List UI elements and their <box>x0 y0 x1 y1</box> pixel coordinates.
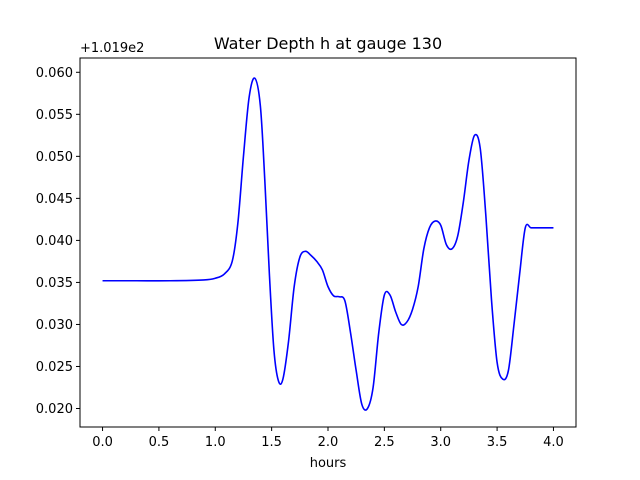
series-line <box>102 77 554 411</box>
y-tick-label: 0.060 <box>36 66 73 81</box>
x-tick-label: 0.0 <box>92 435 113 450</box>
x-tick-label: 3.5 <box>487 435 508 450</box>
y-tick-label: 0.025 <box>36 360 73 375</box>
y-tick-label: 0.045 <box>36 192 73 207</box>
x-tick-label: 1.0 <box>205 435 226 450</box>
y-tick-label: 0.035 <box>36 276 73 291</box>
plot-area <box>102 77 554 411</box>
chart-title: Water Depth h at gauge 130 <box>214 34 442 53</box>
x-tick-label: 2.0 <box>318 435 339 450</box>
axes-frame <box>79 57 577 428</box>
ticks: 0.0 0.5 1.0 1.5 2.0 2.5 3.0 3.5 4.0 0.020 0.025 0.0… <box>36 66 564 450</box>
x-tick-label: 4.0 <box>543 435 564 450</box>
y-tick-label: 0.030 <box>36 318 73 333</box>
x-axis-label: hours <box>310 456 347 471</box>
y-tick-label: 0.020 <box>36 402 73 417</box>
y-tick-label: 0.050 <box>36 150 73 165</box>
y-offset-label: +1.019e2 <box>80 41 144 56</box>
y-tick-label: 0.055 <box>36 108 73 123</box>
x-tick-label: 3.0 <box>430 435 451 450</box>
x-tick-label: 0.5 <box>149 435 170 450</box>
x-tick-label: 2.5 <box>374 435 395 450</box>
y-tick-label: 0.040 <box>36 234 73 249</box>
x-tick-label: 1.5 <box>261 435 282 450</box>
